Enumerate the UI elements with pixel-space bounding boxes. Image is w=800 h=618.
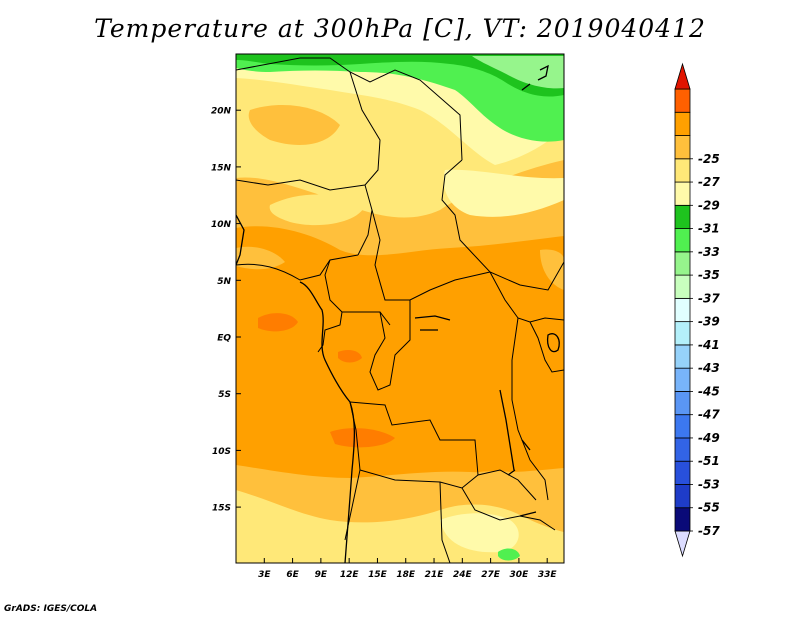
colorbar-swatch (674, 135, 691, 160)
lon-label: 18E (396, 570, 416, 580)
colorbar-label: -41 (698, 338, 720, 352)
grads-credit: GrADS: IGES/COLA (4, 604, 98, 614)
colorbar-swatch (674, 251, 691, 276)
longitude-axis: 3E 6E 9E 12E 15E 18E 21E 24E 27E 30E 33E (258, 558, 557, 580)
colorbar-label: -35 (698, 268, 720, 282)
colorbar-swatch (674, 367, 691, 392)
colorbar-swatch (674, 181, 691, 206)
lon-label: 27E (481, 570, 501, 580)
lon-label: 21E (425, 570, 445, 580)
lon-label: 15E (368, 570, 388, 580)
colorbar-label: -47 (698, 408, 720, 422)
lat-label: 10N (211, 220, 232, 230)
lat-label: 15N (211, 163, 232, 173)
map-frame (235, 53, 565, 564)
colorbar-label: -51 (698, 454, 720, 468)
colorbar-swatch (674, 204, 691, 229)
lon-label: 24E (453, 570, 473, 580)
colorbar-swatch (674, 111, 691, 136)
colorbar-swatch (674, 321, 691, 346)
colorbar-label: -29 (698, 198, 720, 212)
colorbar-label: -25 (698, 152, 720, 166)
colorbar-swatch (674, 484, 691, 509)
colorbar-label: -57 (698, 524, 720, 538)
colorbar-swatch (674, 460, 691, 485)
colorbar-swatch (674, 88, 691, 113)
lon-label: 12E (340, 570, 360, 580)
lat-label: 20N (211, 107, 232, 117)
colorbar-label: -49 (698, 431, 720, 445)
colorbar-label: -45 (698, 384, 720, 398)
lat-label: 5S (218, 390, 231, 400)
coastlines (236, 64, 560, 563)
colorbar-label: -37 (698, 291, 720, 305)
temperature-field (236, 54, 564, 563)
colorbar-swatch (674, 391, 691, 416)
lat-label: EQ (217, 334, 231, 344)
lat-label: 5N (217, 277, 231, 287)
colorbar-label: -53 (698, 477, 720, 491)
colorbar-max-triangle (674, 62, 691, 90)
colorbar-label: -33 (698, 245, 720, 259)
colorbar-label: -43 (698, 361, 720, 375)
colorbar-label: -39 (698, 315, 720, 329)
colorbar: -57 -55 -53 -51 -49 -47 -45 -43 -41 -39 -37 -35 -33 -… (674, 62, 720, 558)
lon-label: 9E (315, 570, 328, 580)
colorbar-swatch (674, 507, 691, 532)
lon-label: 6E (286, 570, 299, 580)
colorbar-label: -31 (698, 222, 720, 236)
latitude-axis: 20N 15N 10N 5N EQ 5S 10S 15S (211, 107, 241, 514)
lat-label: 15S (212, 504, 231, 514)
colorbar-swatch (674, 297, 691, 323)
colorbar-swatch (674, 228, 691, 253)
colorbar-swatch (674, 414, 691, 439)
lon-label: 33E (538, 570, 558, 580)
colorbar-swatch (674, 274, 691, 299)
lon-label: 3E (258, 570, 271, 580)
colorbar-swatch (674, 437, 691, 462)
lon-label: 30E (510, 570, 530, 580)
colorbar-swatch (674, 344, 691, 369)
map-title: Temperature at 300hPa [C], VT: 201904041… (94, 14, 706, 43)
lat-label: 10S (212, 447, 231, 457)
colorbar-label: -55 (698, 501, 720, 515)
colorbar-label: -27 (698, 175, 720, 189)
colorbar-min-triangle (674, 530, 691, 558)
colorbar-swatch (674, 158, 691, 183)
country-borders (236, 57, 564, 563)
